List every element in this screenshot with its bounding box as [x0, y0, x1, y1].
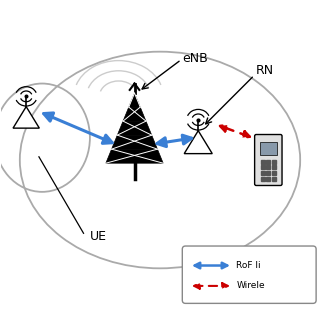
Text: RN: RN: [256, 64, 274, 77]
Polygon shape: [112, 135, 157, 149]
FancyBboxPatch shape: [182, 246, 316, 303]
Text: eNB: eNB: [182, 52, 208, 65]
Polygon shape: [106, 149, 163, 163]
Polygon shape: [13, 107, 39, 128]
Polygon shape: [123, 107, 146, 121]
Text: UE: UE: [90, 230, 107, 243]
Polygon shape: [129, 93, 140, 107]
Polygon shape: [184, 131, 212, 154]
Bar: [260, 142, 276, 155]
FancyBboxPatch shape: [255, 134, 282, 186]
Polygon shape: [117, 121, 152, 135]
Text: Wirele: Wirele: [236, 281, 265, 291]
Text: RoF li: RoF li: [236, 261, 261, 270]
